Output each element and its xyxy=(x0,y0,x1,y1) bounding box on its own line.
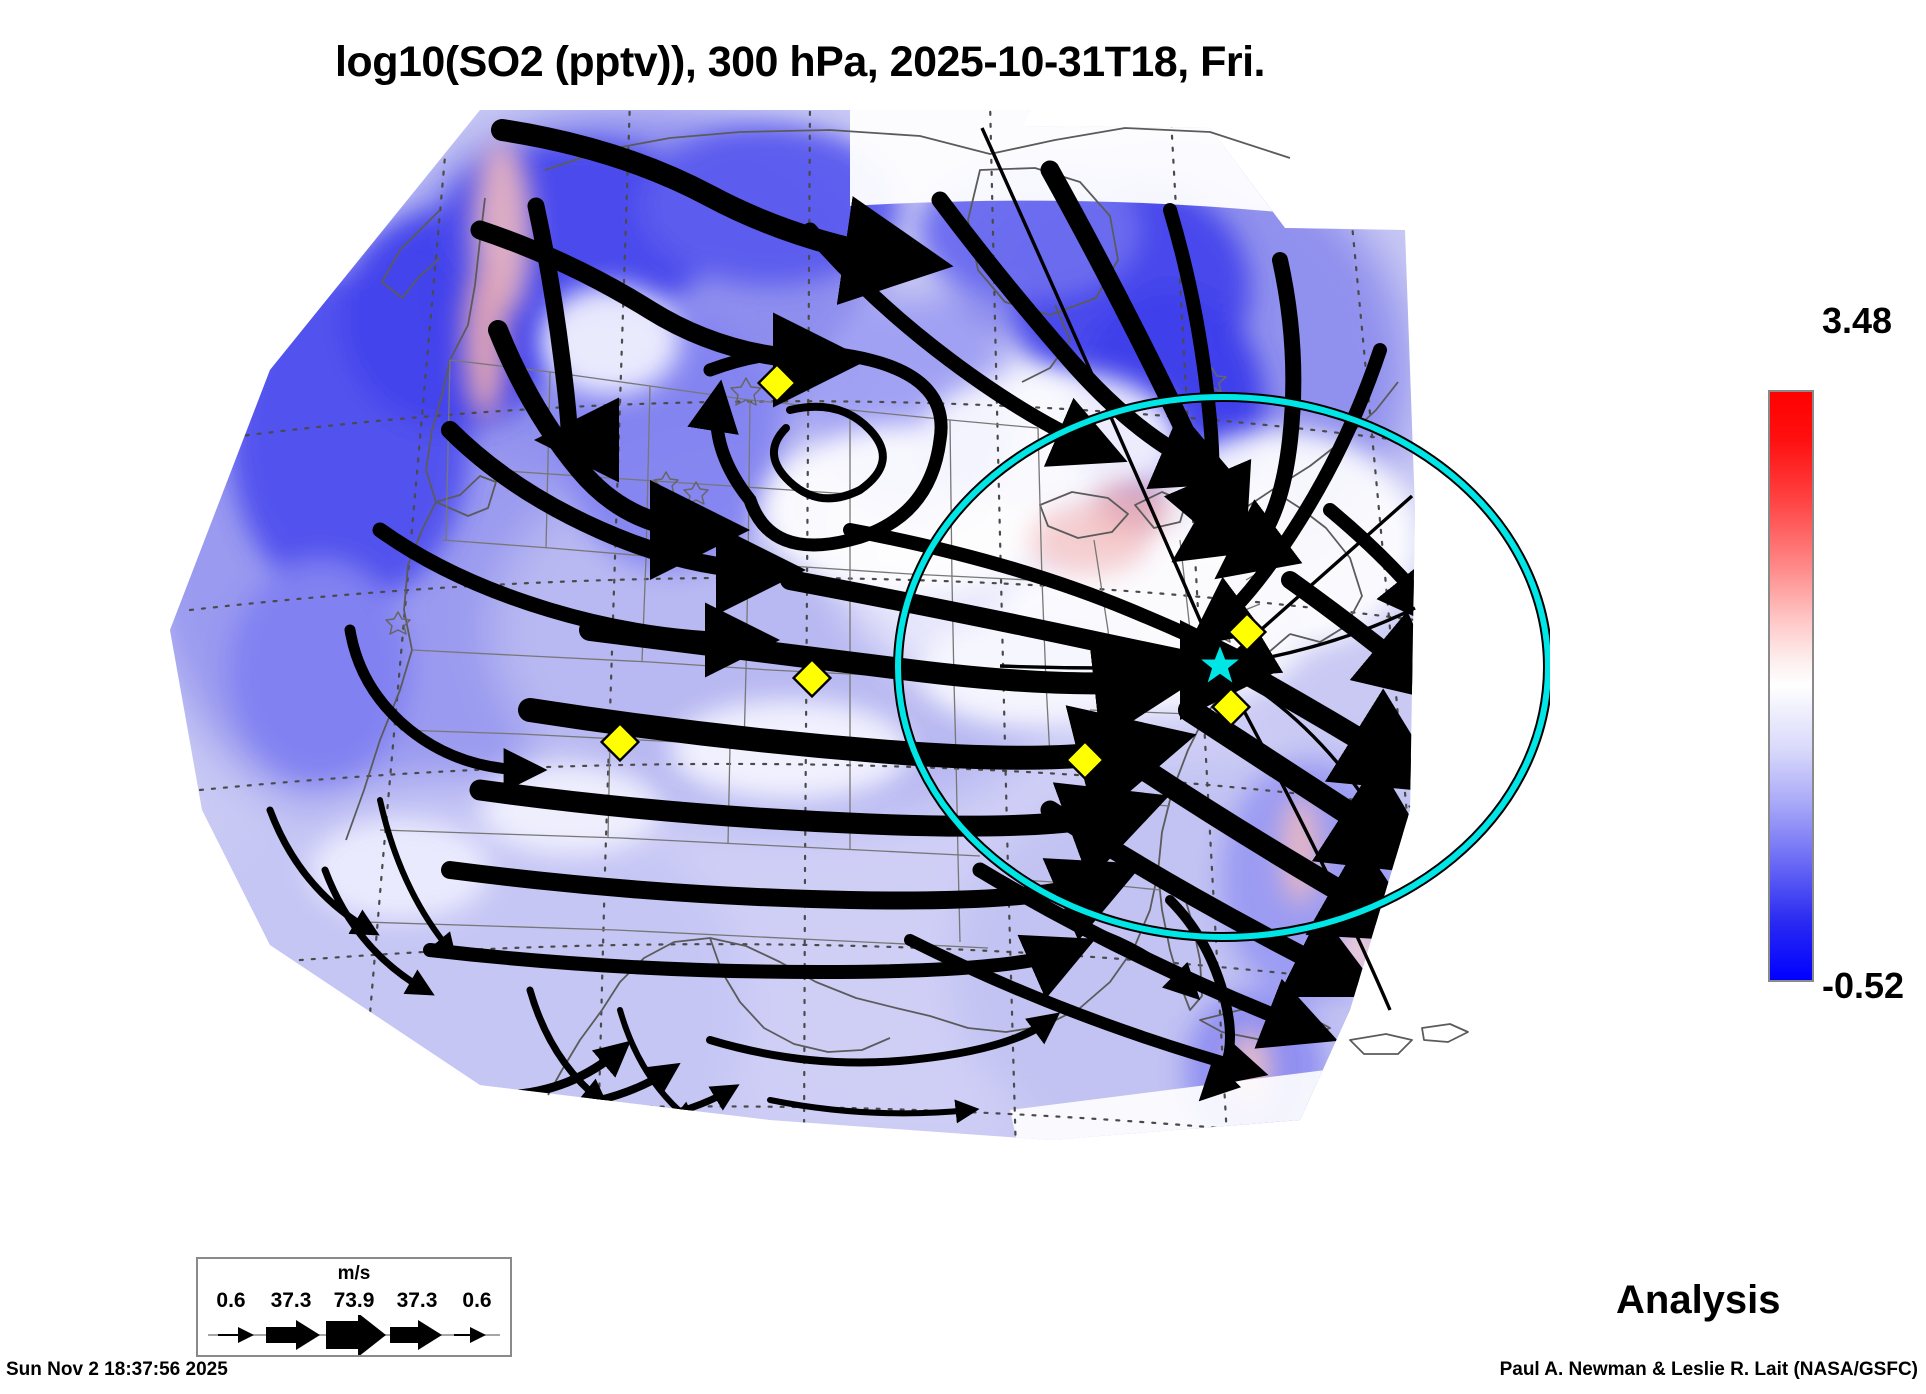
legend-value-1: 37.3 xyxy=(270,1289,312,1312)
author-credit: Paul A. Newman & Leslie R. Lait (NASA/GS… xyxy=(1499,1359,1918,1380)
analysis-label: Analysis xyxy=(1616,1278,1781,1322)
legend-value-2: 73.9 xyxy=(333,1289,375,1312)
colorbar-max-label: 3.48 xyxy=(1822,300,1893,341)
station-marker[interactable] xyxy=(1226,611,1268,653)
render-timestamp: Sun Nov 2 18:37:56 2025 xyxy=(6,1359,228,1380)
station-markers[interactable] xyxy=(599,362,1268,781)
legend-unit-label: m/s xyxy=(337,1263,371,1284)
colorbar-min-label: -0.52 xyxy=(1822,965,1905,1006)
map-figure[interactable] xyxy=(150,110,1550,1250)
colorbar[interactable] xyxy=(1768,390,1814,982)
legend-value-0: 0.6 xyxy=(216,1289,246,1312)
station-marker[interactable] xyxy=(1210,686,1252,728)
wind-speed-legend: m/s 0.6 37.3 73.9 37.3 0.6 xyxy=(196,1257,512,1357)
station-marker[interactable] xyxy=(1064,739,1106,781)
station-marker[interactable] xyxy=(599,721,641,763)
legend-arrow-scale xyxy=(208,1315,500,1355)
range-circle xyxy=(893,392,1550,942)
map-panel[interactable] xyxy=(150,110,1550,1250)
flight-center-star-icon[interactable] xyxy=(1201,646,1239,683)
legend-value-3: 37.3 xyxy=(396,1289,438,1312)
page-title: log10(SO2 (pptv)), 300 hPa, 2025-10-31T1… xyxy=(334,38,1266,86)
legend-value-4: 0.6 xyxy=(462,1289,492,1312)
station-marker[interactable] xyxy=(756,362,798,404)
station-marker[interactable] xyxy=(791,657,833,699)
